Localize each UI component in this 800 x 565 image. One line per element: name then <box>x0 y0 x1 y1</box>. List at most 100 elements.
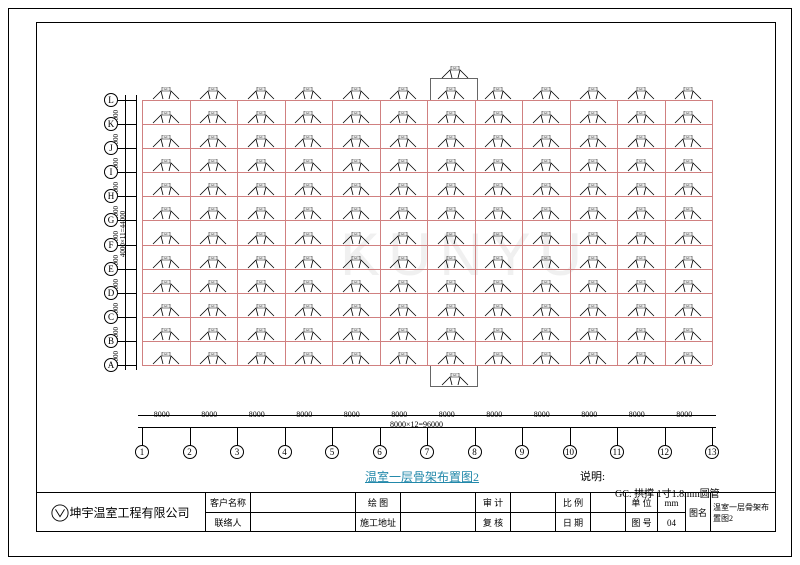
tb-label: 绘 图 <box>356 493 401 512</box>
svg-text:GC: GC <box>401 304 407 308</box>
gc-brace-icon: GC <box>246 256 276 270</box>
svg-text:GC: GC <box>496 232 502 236</box>
gc-brace-icon: GC <box>388 304 418 318</box>
gc-brace-icon: GC <box>436 256 466 270</box>
svg-text:GC: GC <box>638 159 644 163</box>
gc-brace-icon: GC <box>198 111 228 125</box>
svg-text:GC: GC <box>496 87 502 91</box>
gc-brace-icon: GC <box>436 280 466 294</box>
gc-brace-icon: GC <box>198 232 228 246</box>
col-bubble: 5 <box>325 445 339 459</box>
svg-text:GC: GC <box>306 280 312 284</box>
svg-text:GC: GC <box>448 159 454 163</box>
structural-grid: GC GC GC GC GC GC GC GC GC GC GC GC GC GC GC GC GC GC GC GC… <box>142 100 712 365</box>
gc-brace-icon: GC <box>151 280 181 294</box>
svg-text:GC: GC <box>448 328 454 332</box>
gc-brace-icon: GC <box>626 87 656 101</box>
svg-text:GC: GC <box>448 280 454 284</box>
gc-brace-icon: GC <box>388 87 418 101</box>
svg-text:GC: GC <box>353 111 359 115</box>
gc-brace-icon: GC <box>198 183 228 197</box>
gc-brace-icon: GC <box>483 111 513 125</box>
svg-text:GC: GC <box>496 208 502 212</box>
gc-brace-icon: GC <box>198 207 228 221</box>
gc-brace-icon: GC <box>151 328 181 342</box>
gc-brace-icon: GC <box>531 183 561 197</box>
svg-text:GC: GC <box>686 111 692 115</box>
svg-text:GC: GC <box>211 184 217 188</box>
svg-text:GC: GC <box>258 232 264 236</box>
col-dim: 8000 <box>154 410 170 419</box>
gc-brace-icon: GC <box>626 207 656 221</box>
tb-label: 施工地址 <box>356 513 401 532</box>
svg-text:GC: GC <box>306 328 312 332</box>
gc-brace-icon: GC <box>151 183 181 197</box>
dim-line-vertical <box>136 95 137 370</box>
tb-value <box>251 513 356 532</box>
gc-brace-icon: GC <box>198 159 228 173</box>
gc-brace-icon: GC <box>673 280 703 294</box>
col-bubble: 4 <box>278 445 292 459</box>
svg-text:GC: GC <box>211 352 217 356</box>
company-cell: 坤宇温室工程有限公司 <box>36 493 206 532</box>
svg-text:GC: GC <box>353 352 359 356</box>
svg-text:GC: GC <box>353 208 359 212</box>
gc-brace-icon: GC <box>388 280 418 294</box>
svg-text:GC: GC <box>401 184 407 188</box>
svg-text:GC: GC <box>686 87 692 91</box>
gc-brace-icon: GC <box>578 111 608 125</box>
svg-text:GC: GC <box>353 135 359 139</box>
gc-brace-icon: GC <box>436 159 466 173</box>
col-bubble: 7 <box>420 445 434 459</box>
svg-text:GC: GC <box>401 159 407 163</box>
svg-text:GC: GC <box>211 208 217 212</box>
svg-text:GC: GC <box>638 256 644 260</box>
gc-brace-icon: GC <box>483 207 513 221</box>
gc-brace-icon: GC <box>293 183 323 197</box>
row-bubble: J <box>104 141 118 155</box>
svg-text:GC: GC <box>448 352 454 356</box>
gc-brace-icon: GC <box>626 328 656 342</box>
svg-text:GC: GC <box>258 328 264 332</box>
gc-brace-icon: GC <box>341 328 371 342</box>
svg-text:GC: GC <box>591 352 597 356</box>
gc-brace-icon: GC <box>673 111 703 125</box>
gc-brace-icon: GC <box>293 352 323 366</box>
row-bubble: B <box>104 334 118 348</box>
gc-brace-icon: GC <box>246 280 276 294</box>
gc-brace-icon: GC <box>673 87 703 101</box>
gc-brace-icon: GC <box>436 111 466 125</box>
svg-text:GC: GC <box>591 111 597 115</box>
svg-text:GC: GC <box>306 208 312 212</box>
company-name: 坤宇温室工程有限公司 <box>69 504 189 521</box>
svg-text:GC: GC <box>496 304 502 308</box>
svg-text:GC: GC <box>591 135 597 139</box>
gc-brace-icon: GC <box>531 135 561 149</box>
gc-brace-icon: GC <box>341 256 371 270</box>
tb-label: 单 位 <box>626 493 658 512</box>
tb-value <box>591 513 626 532</box>
svg-text:GC: GC <box>543 87 549 91</box>
svg-text:GC: GC <box>638 135 644 139</box>
svg-text:GC: GC <box>258 304 264 308</box>
svg-text:GC: GC <box>163 304 169 308</box>
col-bubble: 6 <box>373 445 387 459</box>
svg-text:GC: GC <box>448 232 454 236</box>
gc-brace-icon: GC <box>246 232 276 246</box>
svg-text:GC: GC <box>306 184 312 188</box>
drawing-title: 温室一层骨架布置图2 <box>365 468 479 485</box>
gc-brace-icon: GC <box>673 328 703 342</box>
gc-brace-icon: GC <box>578 207 608 221</box>
svg-text:GC: GC <box>353 328 359 332</box>
gc-brace-icon: GC <box>673 135 703 149</box>
tb-value: mm <box>658 493 686 512</box>
gc-brace-icon: GC <box>436 352 466 366</box>
svg-text:GC: GC <box>353 184 359 188</box>
svg-text:GC: GC <box>638 111 644 115</box>
svg-text:GC: GC <box>686 304 692 308</box>
gc-brace-icon: GC <box>531 328 561 342</box>
gc-brace-icon: GC <box>578 256 608 270</box>
tb-label: 图 号 <box>626 513 658 532</box>
gc-brace-icon: GC <box>341 352 371 366</box>
svg-text:GC: GC <box>163 280 169 284</box>
